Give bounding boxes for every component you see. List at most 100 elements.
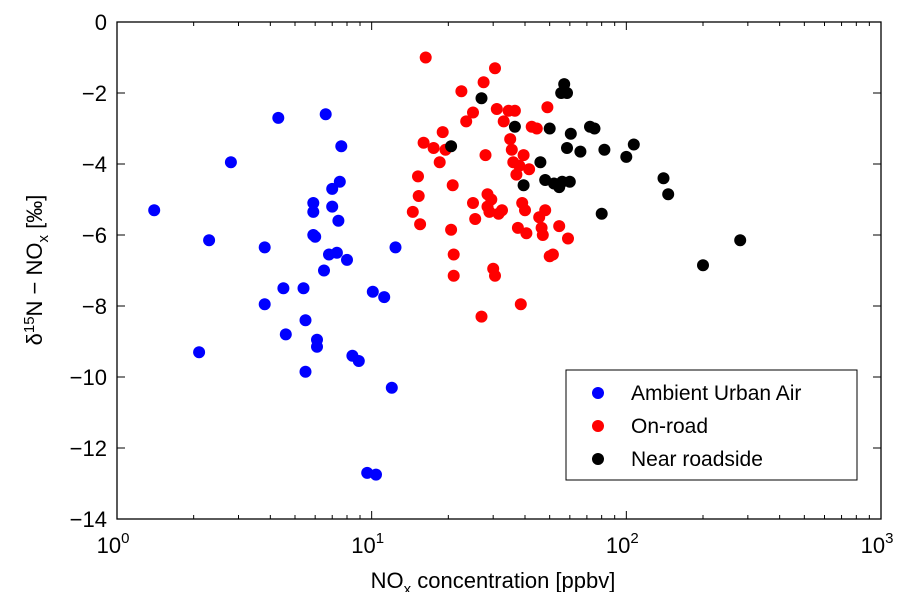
data-point	[378, 291, 391, 304]
data-point	[307, 205, 320, 218]
data-point	[326, 200, 339, 213]
data-point	[517, 179, 530, 192]
data-point	[489, 269, 501, 282]
data-point	[467, 197, 479, 209]
legend-label-onroad: On-road	[631, 415, 708, 438]
x-axis-label-sub: x	[404, 581, 412, 592]
data-point	[561, 87, 573, 99]
x-tick-label: 101	[351, 530, 384, 558]
data-point	[148, 204, 161, 217]
data-point	[734, 234, 747, 247]
data-point	[319, 108, 332, 121]
data-point	[330, 246, 343, 259]
data-point	[520, 227, 533, 240]
data-point	[272, 111, 285, 124]
data-point	[513, 159, 526, 172]
data-point	[333, 175, 346, 188]
data-point	[299, 314, 312, 327]
data-point	[436, 126, 449, 139]
data-point	[534, 156, 547, 169]
data-point	[469, 213, 482, 225]
data-points	[148, 51, 747, 481]
data-point	[662, 188, 675, 201]
y-tick-label: −6	[82, 223, 107, 248]
data-point	[519, 204, 531, 217]
data-point	[326, 182, 339, 195]
data-point	[595, 207, 608, 220]
data-point	[370, 468, 382, 481]
data-point	[299, 365, 312, 378]
data-point	[562, 232, 574, 245]
y-tick-labels: 0 −2 −4 −6 −8 −10 −12 −14	[70, 10, 107, 532]
data-point	[277, 282, 290, 295]
series-2	[445, 78, 747, 272]
legend-label-ambient: Ambient Urban Air	[631, 382, 801, 405]
data-point	[483, 205, 496, 218]
data-point	[406, 205, 419, 218]
axis-ticks	[116, 21, 882, 520]
data-point	[489, 62, 501, 75]
data-point	[546, 248, 559, 261]
y-axis-label-delta: δ	[22, 333, 47, 345]
data-point	[419, 51, 432, 64]
data-point	[258, 241, 271, 254]
data-point	[460, 115, 473, 128]
y-axis-label-sub: x	[35, 234, 52, 242]
y-tick-label: −14	[70, 507, 107, 532]
data-point	[335, 140, 348, 153]
data-point	[561, 142, 573, 154]
data-point	[539, 204, 552, 217]
data-point	[697, 259, 709, 272]
data-point	[258, 298, 271, 311]
data-point	[467, 106, 479, 119]
data-point	[508, 120, 521, 133]
data-point	[352, 355, 365, 367]
data-point	[414, 218, 427, 231]
data-point	[445, 140, 458, 153]
data-point	[389, 241, 402, 254]
data-point	[311, 340, 323, 353]
x-tick-label: 100	[97, 530, 130, 558]
data-point	[412, 190, 425, 202]
data-point	[455, 85, 468, 98]
data-point	[564, 127, 577, 140]
y-axis-label: δ15N − NOx [‰]	[21, 195, 52, 346]
y-tick-label: −4	[82, 152, 107, 177]
legend: Ambient Urban Air On-road Near roadside	[565, 369, 858, 481]
data-point	[574, 145, 587, 158]
data-point	[433, 156, 446, 169]
plot-frame	[116, 21, 882, 520]
data-point	[446, 179, 459, 192]
data-point	[417, 136, 430, 149]
y-tick-label: −2	[82, 81, 107, 106]
data-point	[224, 156, 237, 169]
y-tick-label: −12	[70, 436, 107, 461]
data-point	[412, 170, 424, 183]
data-point	[385, 381, 398, 394]
legend-marker-roadside	[592, 453, 604, 465]
data-point	[543, 122, 556, 135]
x-axis-label-main: NO	[371, 568, 404, 592]
data-point	[505, 143, 518, 156]
data-point	[627, 138, 640, 151]
data-point	[307, 197, 320, 209]
data-point	[620, 150, 633, 163]
data-point	[517, 149, 530, 162]
data-point	[341, 253, 353, 266]
data-point	[447, 269, 460, 282]
data-point	[309, 230, 322, 243]
data-point	[490, 103, 503, 115]
legend-box	[565, 369, 858, 481]
data-point	[497, 115, 510, 128]
data-point	[514, 298, 527, 311]
data-point	[479, 149, 492, 162]
data-point	[477, 76, 490, 89]
x-tick-label: 103	[861, 530, 894, 558]
data-point	[332, 214, 345, 227]
data-point	[193, 346, 206, 359]
y-axis-label-rest: [‰]	[22, 195, 47, 235]
data-point	[475, 92, 488, 105]
data-point	[541, 101, 554, 114]
